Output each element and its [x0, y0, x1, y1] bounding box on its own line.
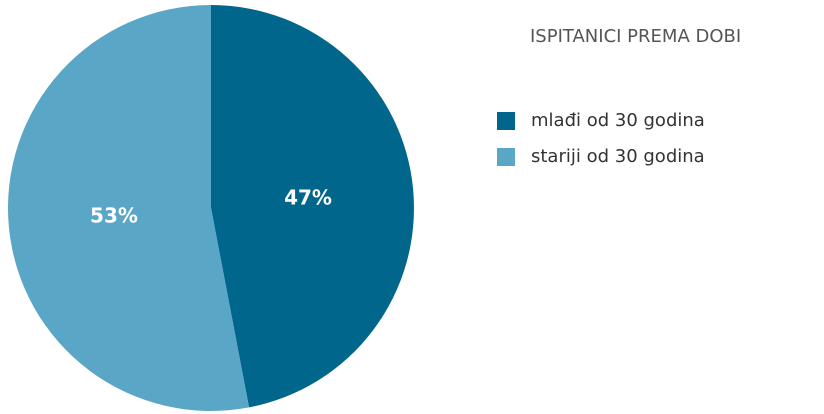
legend-label: stariji od 30 godina: [531, 146, 705, 167]
slice-label: 53%: [90, 204, 138, 228]
legend-swatch: [497, 148, 515, 166]
legend-label: mlađi od 30 godina: [531, 110, 705, 131]
chart-title: ISPITANICI PREMA DOBI: [530, 26, 741, 47]
legend-swatch: [497, 112, 515, 130]
pie-slice: [211, 5, 414, 408]
pie-slice: [7, 5, 250, 411]
slice-label: 47%: [284, 185, 332, 209]
